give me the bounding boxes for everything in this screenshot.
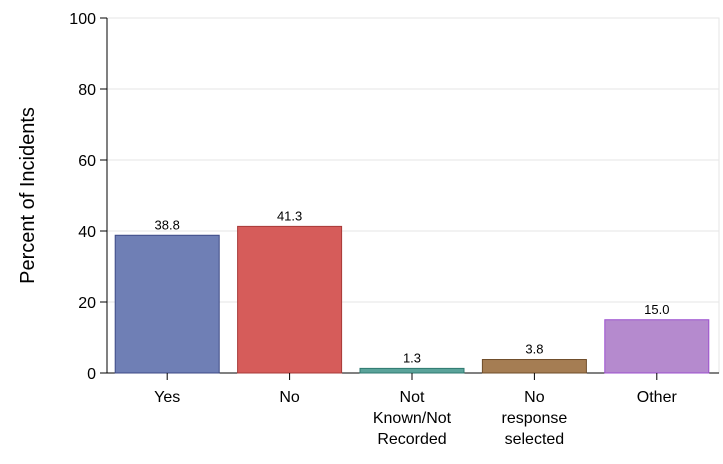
data-labels: 38.8 41.3 1.3 3.8 15.0 [155, 208, 670, 365]
x-category-label-line: Recorded [377, 431, 446, 448]
x-category-label-line: Known/Not [373, 410, 452, 427]
x-category-label-line: response [501, 410, 567, 427]
bars [114, 225, 710, 374]
x-category-label: No [279, 389, 300, 406]
x-category-label-line: Other [637, 389, 678, 406]
y-tick-label: 0 [87, 366, 96, 383]
y-tick-label: 40 [78, 224, 96, 241]
bar [359, 367, 465, 374]
bar-value-label: 1.3 [403, 350, 421, 365]
bar-value-label: 3.8 [525, 342, 543, 357]
x-category-label-line: No [524, 389, 545, 406]
x-category-label-line: Yes [154, 389, 180, 406]
x-category-label-line: No [279, 389, 300, 406]
bar [114, 234, 220, 374]
x-category-label-line: selected [505, 431, 565, 448]
y-axis-title: Percent of Incidents [17, 107, 39, 284]
x-category-label-line: Not [400, 389, 425, 406]
bar [237, 225, 343, 374]
bar-value-label: 38.8 [155, 217, 180, 232]
x-category-label: No response selected [501, 389, 567, 448]
bar-value-label: 15.0 [644, 302, 669, 317]
y-tick-label: 60 [78, 153, 96, 170]
bar-value-label: 41.3 [277, 208, 302, 223]
y-tick-label: 20 [78, 295, 96, 312]
x-category-label: Other [637, 389, 678, 406]
y-tick-label: 100 [69, 11, 96, 28]
x-axis-categories: Yes No Not Known/Not Recorded No response selec… [154, 373, 677, 448]
x-category-label: Not Known/Not Recorded [373, 389, 452, 448]
y-tick-label: 80 [78, 82, 96, 99]
bar [481, 359, 587, 374]
x-category-label: Yes [154, 389, 180, 406]
bar [604, 319, 710, 374]
